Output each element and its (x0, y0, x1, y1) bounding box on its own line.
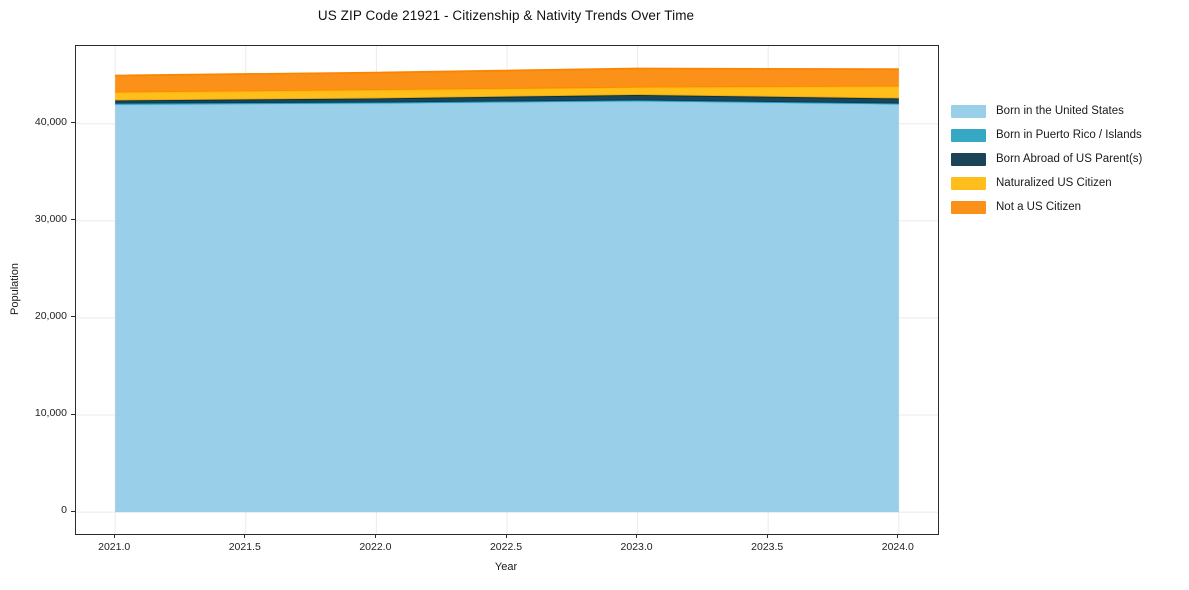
legend-item: Naturalized US Citizen (951, 176, 1142, 190)
x-tick-mark (897, 534, 899, 538)
x-tick-label: 2021.0 (98, 541, 131, 553)
legend-item: Not a US Citizen (951, 200, 1142, 214)
y-tick-mark (71, 510, 75, 512)
x-axis-label: Year (494, 561, 518, 573)
y-tick-label: 10,000 (34, 407, 67, 420)
y-tick-label: 40,000 (34, 115, 67, 128)
area-not-a-us-citizen (115, 68, 899, 93)
legend-item: Born in the United States (951, 104, 1142, 118)
x-tick-mark (636, 534, 638, 538)
x-tick-mark (505, 534, 507, 538)
x-tick-label: 2023.5 (751, 541, 784, 553)
stacked-area-svg (76, 46, 938, 534)
legend: Born in the United States Born in Puerto … (951, 104, 1142, 224)
legend-label: Born in the United States (996, 105, 1124, 117)
y-tick-mark (71, 413, 75, 415)
legend-swatch (951, 104, 986, 118)
legend-label: Not a US Citizen (996, 201, 1082, 213)
legend-swatch (951, 152, 986, 166)
x-tick-label: 2021.5 (228, 541, 261, 553)
y-tick-mark (71, 316, 75, 318)
legend-swatch (951, 176, 986, 190)
x-tick-label: 2022.5 (489, 541, 523, 553)
area-naturalized-us-citizen (115, 86, 899, 101)
y-tick-mark (71, 122, 75, 124)
area-born-in-the-united-states (115, 101, 899, 513)
y-tick-label: 20,000 (34, 309, 67, 322)
plot-area (75, 45, 939, 535)
legend-label: Born Abroad of US Parent(s) (996, 153, 1143, 165)
x-tick-mark (766, 534, 768, 538)
x-tick-mark (113, 534, 115, 538)
y-tick-label: 0 (61, 504, 67, 517)
legend-label: Naturalized US Citizen (996, 177, 1112, 189)
x-tick-label: 2022.0 (359, 541, 392, 553)
legend-label: Born in Puerto Rico / Islands (996, 129, 1142, 141)
area-born-abroad-of-us-parent-s- (115, 94, 899, 104)
x-tick-mark (244, 534, 246, 538)
x-tick-label: 2023.0 (620, 541, 653, 553)
edge-line (115, 67, 899, 77)
legend-swatch (951, 200, 986, 214)
legend-swatch (951, 128, 986, 142)
legend-item: Born in Puerto Rico / Islands (951, 128, 1142, 142)
y-axis-label: Population (9, 263, 21, 315)
y-tick-mark (71, 219, 75, 221)
legend-item: Born Abroad of US Parent(s) (951, 152, 1142, 166)
x-tick-mark (374, 534, 376, 538)
chart-title: US ZIP Code 21921 - Citizenship & Nativi… (317, 8, 695, 23)
x-tick-label: 2024.0 (881, 541, 914, 553)
y-tick-label: 30,000 (34, 212, 67, 225)
